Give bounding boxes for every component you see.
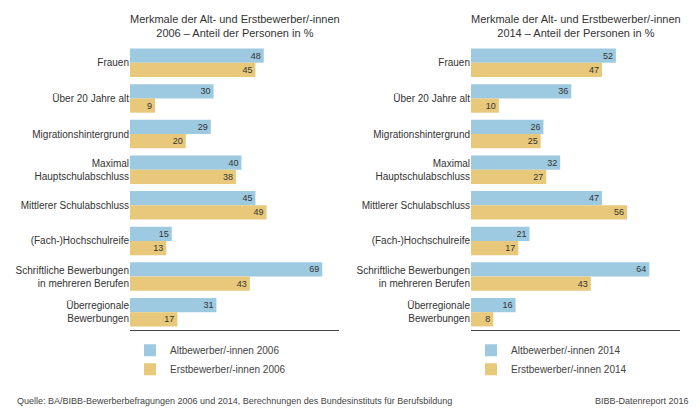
svg-text:47: 47 — [589, 65, 599, 75]
svg-text:Altbewerber/-innen 2014: Altbewerber/-innen 2014 — [511, 345, 620, 356]
svg-text:MaximalHauptschulabschluss: MaximalHauptschulabschluss — [376, 158, 471, 182]
svg-text:25: 25 — [528, 136, 538, 146]
svg-text:27: 27 — [533, 172, 543, 182]
svg-text:26: 26 — [530, 122, 540, 132]
svg-text:Mittlerer Schulabschluss: Mittlerer Schulabschluss — [21, 200, 129, 211]
svg-text:64: 64 — [636, 264, 646, 274]
svg-text:Über 20 Jahre alt: Über 20 Jahre alt — [52, 93, 129, 104]
svg-text:10: 10 — [486, 101, 496, 111]
svg-text:30: 30 — [201, 86, 211, 96]
svg-text:Altbewerber/-innen 2006: Altbewerber/-innen 2006 — [170, 345, 279, 356]
svg-text:32: 32 — [547, 158, 557, 168]
svg-text:Frauen: Frauen — [97, 57, 129, 68]
svg-text:45: 45 — [242, 65, 252, 75]
svg-text:Über 20 Jahre alt: Über 20 Jahre alt — [393, 93, 470, 104]
svg-text:43: 43 — [237, 279, 247, 289]
svg-text:Mittlerer Schulabschluss: Mittlerer Schulabschluss — [362, 200, 470, 211]
svg-text:Merkmale der Alt- und Erstbewe: Merkmale der Alt- und Erstbewerber/-inne… — [130, 13, 340, 39]
svg-text:BIBB-Datenreport 2016: BIBB-Datenreport 2016 — [595, 396, 689, 406]
svg-text:31: 31 — [203, 300, 213, 310]
svg-text:29: 29 — [198, 122, 208, 132]
svg-text:(Fach-)Hochschulreife: (Fach-)Hochschulreife — [372, 235, 471, 246]
svg-text:Erstbewerber/-innen 2014: Erstbewerber/-innen 2014 — [511, 364, 627, 375]
svg-text:Schriftliche Bewerbungenin meh: Schriftliche Bewerbungenin mehreren Beru… — [357, 265, 470, 289]
svg-text:47: 47 — [589, 193, 599, 203]
svg-text:15: 15 — [159, 229, 169, 239]
svg-text:8: 8 — [485, 314, 490, 324]
svg-text:43: 43 — [578, 279, 588, 289]
svg-text:13: 13 — [153, 243, 163, 253]
svg-text:Erstbewerber/-innen 2006: Erstbewerber/-innen 2006 — [170, 364, 286, 375]
svg-text:52: 52 — [603, 51, 613, 61]
svg-text:48: 48 — [251, 51, 261, 61]
svg-text:Migrationshintergrund: Migrationshintergrund — [32, 129, 129, 140]
svg-text:ÜberregionaleBewerbungen: ÜberregionaleBewerbungen — [66, 300, 129, 324]
svg-text:45: 45 — [242, 193, 252, 203]
svg-text:56: 56 — [614, 207, 624, 217]
svg-text:20: 20 — [173, 136, 183, 146]
svg-text:69: 69 — [309, 264, 319, 274]
svg-text:17: 17 — [505, 243, 515, 253]
svg-text:Merkmale der Alt- und Erstbewe: Merkmale der Alt- und Erstbewerber/-inne… — [471, 13, 681, 39]
svg-text:16: 16 — [503, 300, 513, 310]
svg-text:21: 21 — [517, 229, 527, 239]
svg-text:Migrationshintergrund: Migrationshintergrund — [373, 129, 470, 140]
svg-text:17: 17 — [164, 314, 174, 324]
svg-text:ÜberregionaleBewerbungen: ÜberregionaleBewerbungen — [407, 300, 470, 324]
svg-text:Quelle: BA/BIBB-Bewerberbefrag: Quelle: BA/BIBB-Bewerberbefragungen 2006… — [17, 396, 452, 406]
svg-text:38: 38 — [223, 172, 233, 182]
svg-text:Schriftliche Bewerbungenin meh: Schriftliche Bewerbungenin mehreren Beru… — [16, 265, 129, 289]
svg-text:(Fach-)Hochschulreife: (Fach-)Hochschulreife — [31, 235, 130, 246]
svg-text:49: 49 — [254, 207, 264, 217]
svg-text:Frauen: Frauen — [438, 57, 470, 68]
svg-text:MaximalHauptschulabschluss: MaximalHauptschulabschluss — [35, 158, 130, 182]
svg-text:36: 36 — [558, 86, 568, 96]
svg-text:9: 9 — [147, 101, 152, 111]
svg-text:40: 40 — [228, 158, 238, 168]
